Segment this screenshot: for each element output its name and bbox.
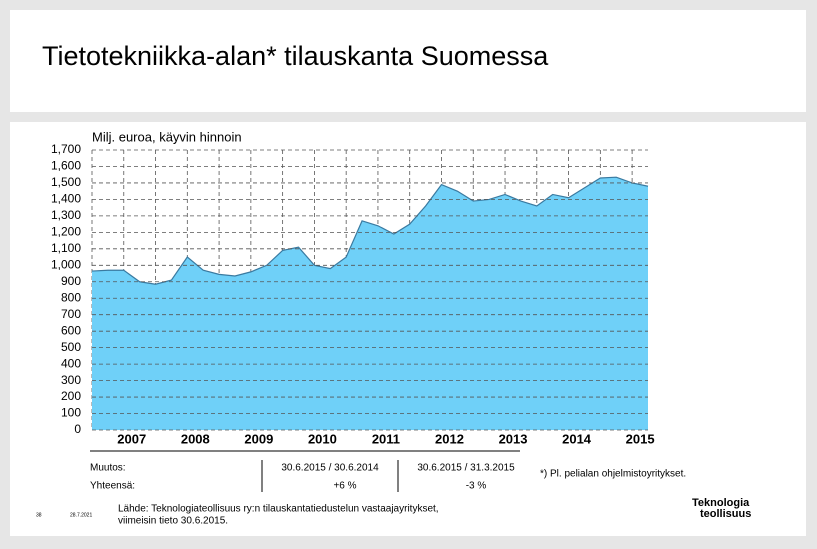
date: 28.7.2021 — [70, 512, 92, 518]
y-tick-label: 200 — [61, 389, 81, 403]
y-tick-label: 400 — [61, 356, 81, 370]
y-tick-label: 0 — [74, 422, 81, 436]
y-tick-label: 1,700 — [51, 142, 81, 156]
x-tick-label: 2009 — [244, 431, 273, 446]
logo: Teknologia — [692, 497, 750, 509]
table-change: -3 % — [466, 481, 487, 492]
y-tick-label: 1,100 — [51, 241, 81, 255]
table-period: 30.6.2015 / 31.3.2015 — [417, 463, 515, 474]
x-tick-label: 2013 — [499, 431, 528, 446]
y-tick-label: 1,400 — [51, 192, 81, 206]
y-tick-label: 1,500 — [51, 175, 81, 189]
x-tick-label: 2008 — [181, 431, 210, 446]
x-tick-label: 2015 — [626, 431, 655, 446]
table-row-label: Muutos: — [90, 463, 126, 474]
area — [92, 177, 648, 430]
table-change: +6 % — [333, 481, 356, 492]
area-line — [91, 176, 649, 285]
title-panel — [10, 10, 806, 112]
y-tick-label: 100 — [61, 406, 81, 420]
x-tick-label: 2011 — [372, 431, 400, 446]
title: Tietotekniikka-alan* tilauskanta Suomess… — [42, 41, 549, 71]
y-tick-label: 700 — [61, 307, 81, 321]
y-tick-label: 600 — [61, 323, 81, 337]
subtitle: Milj. euroa, käyvin hinnoin — [92, 129, 242, 144]
x-tick-label: 2010 — [308, 431, 337, 446]
footnote: *) Pl. pelialan ohjelmistoyritykset. — [540, 469, 686, 480]
source: Lähde: Teknologiateollisuus ry:n tilausk… — [118, 504, 439, 515]
x-tick-label: 2007 — [117, 431, 146, 446]
y-tick-label: 900 — [61, 274, 81, 288]
x-tick-label: 2012 — [435, 431, 464, 446]
y-tick-label: 1,600 — [51, 159, 81, 173]
y-tick-label: 1,300 — [51, 208, 81, 222]
table-period: 30.6.2015 / 30.6.2014 — [281, 463, 379, 474]
table-row-label: Yhteensä: — [90, 481, 135, 492]
y-tick-label: 800 — [61, 290, 81, 304]
y-tick-label: 1,200 — [51, 225, 81, 239]
page-number: 38 — [36, 512, 42, 518]
y-tick-label: 500 — [61, 340, 81, 354]
y-tick-label: 300 — [61, 373, 81, 387]
y-tick-label: 1,000 — [51, 257, 81, 271]
source: viimeisin tieto 30.6.2015. — [118, 516, 228, 527]
x-tick-label: 2014 — [562, 431, 592, 446]
logo: teollisuus — [700, 508, 751, 520]
